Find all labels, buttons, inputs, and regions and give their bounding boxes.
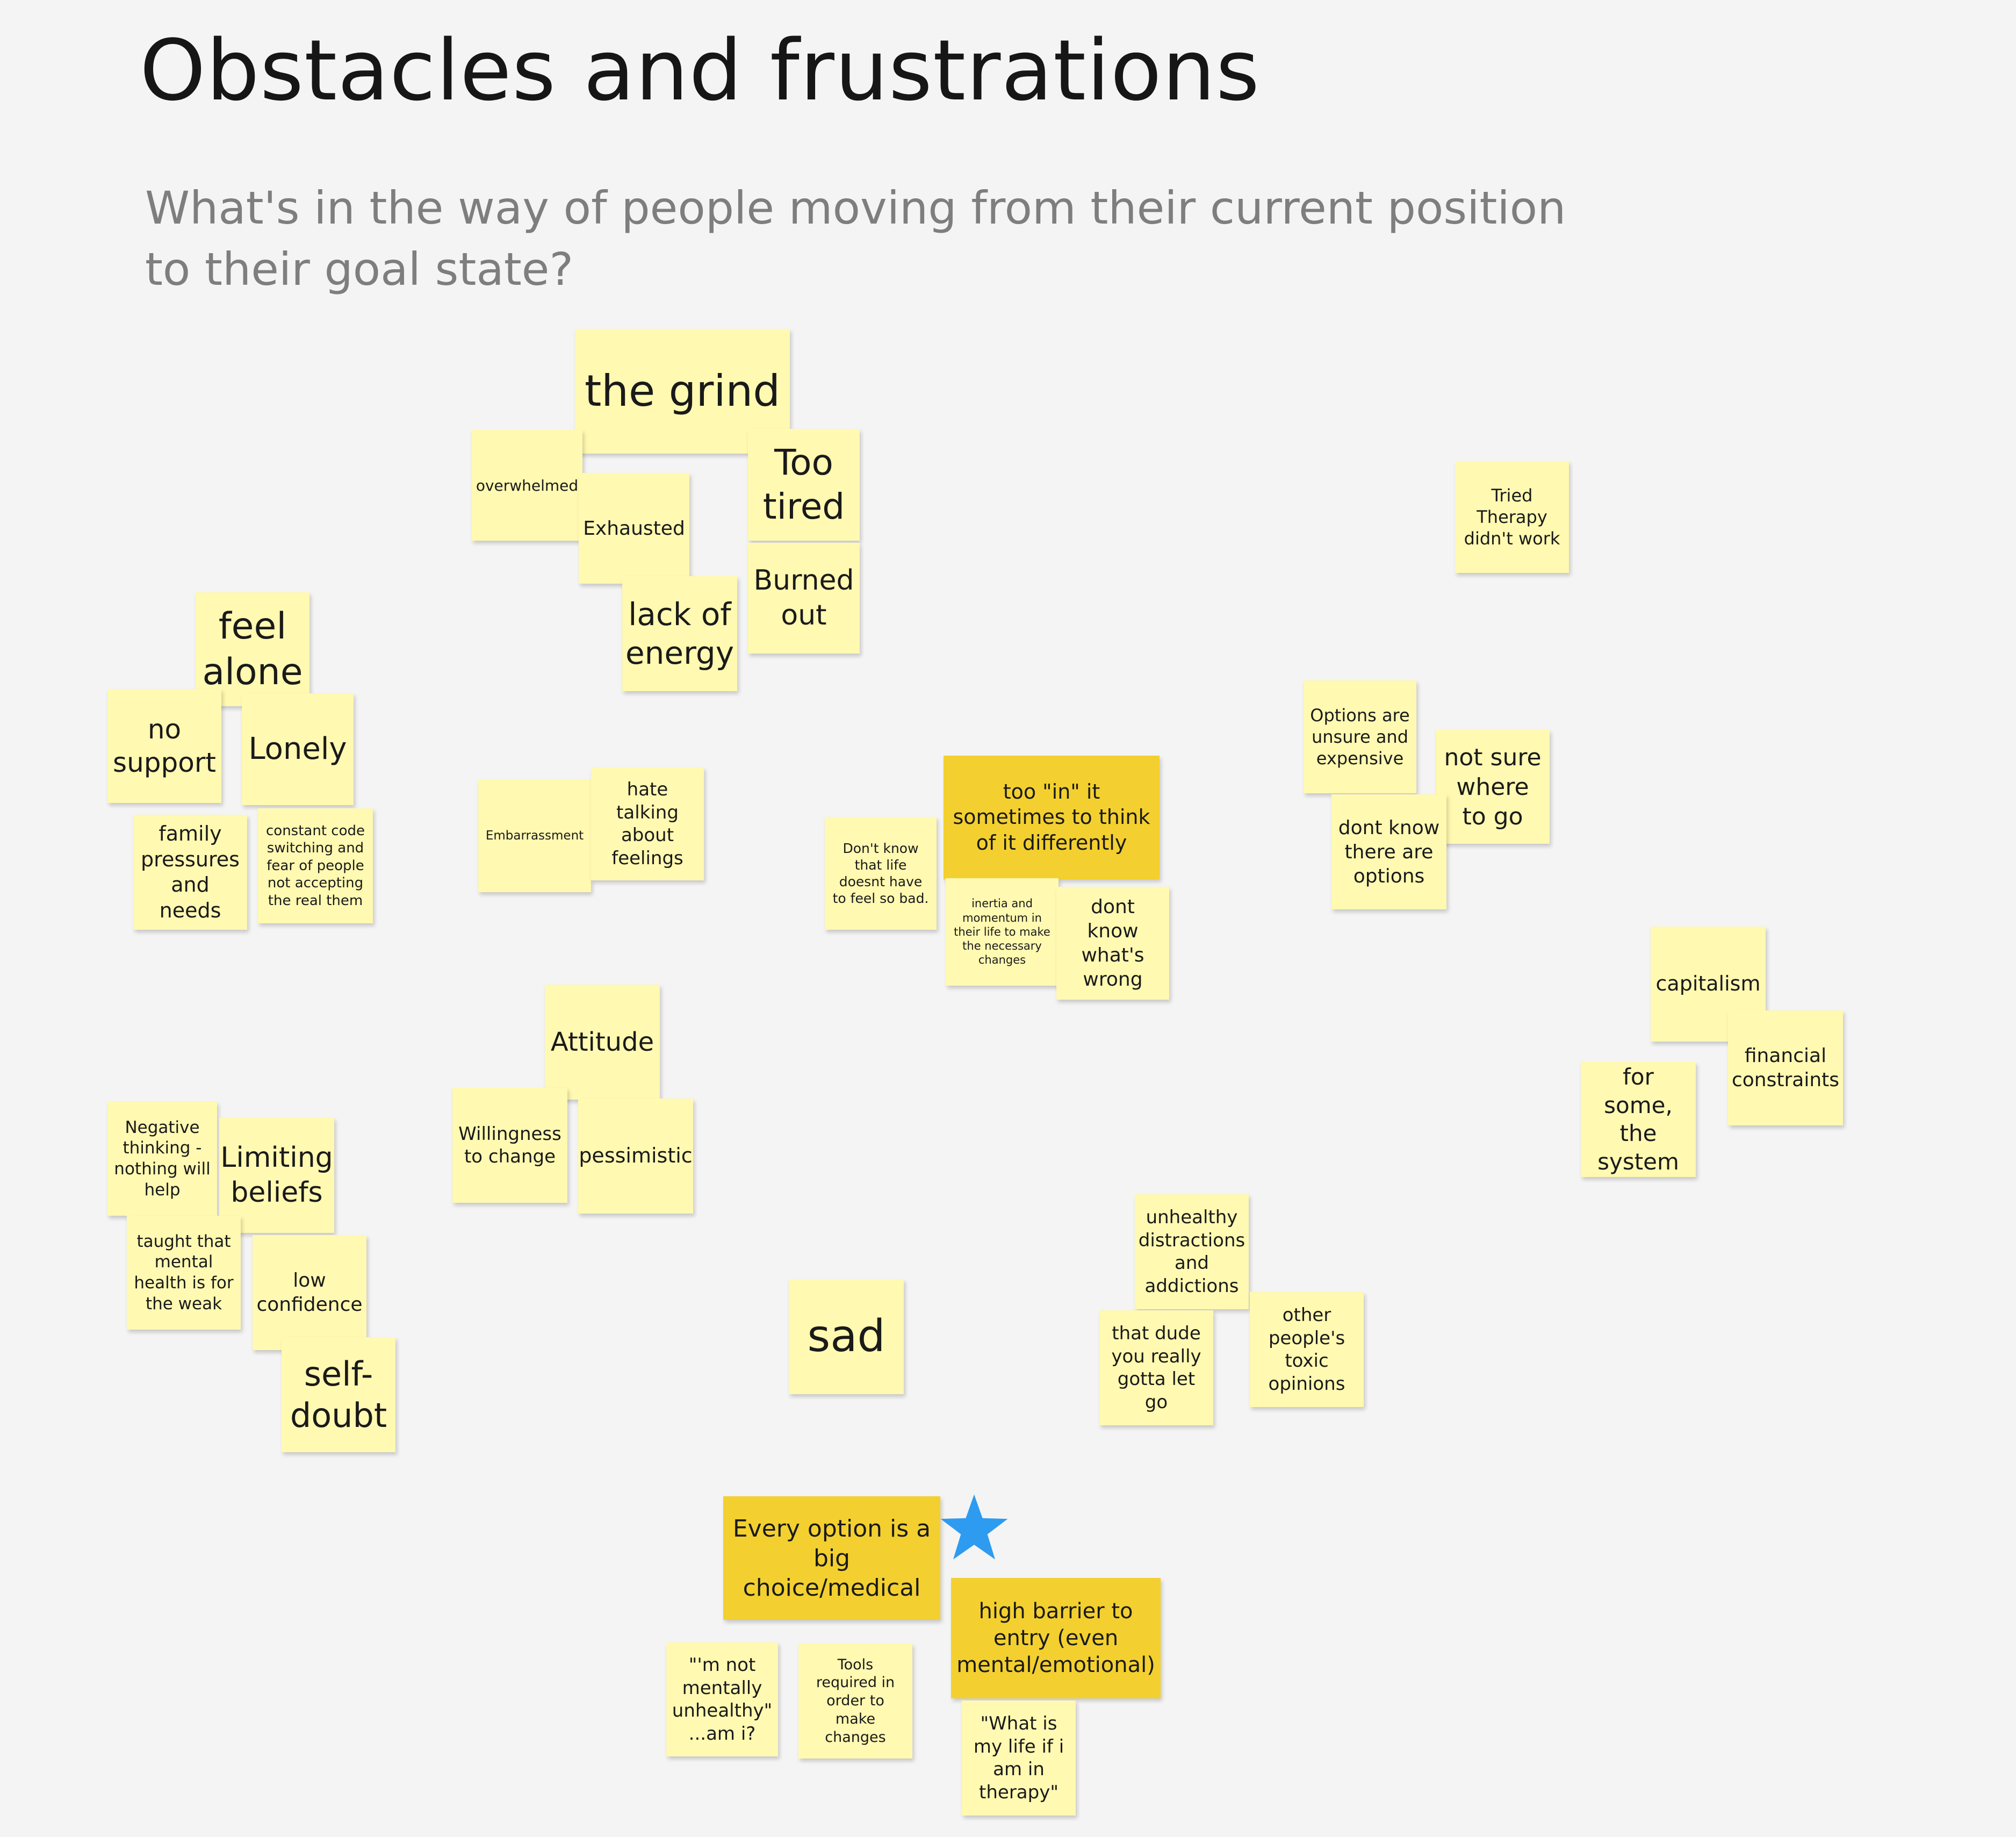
star-icon[interactable] <box>939 1494 1009 1562</box>
sticky-note-dont-know-life[interactable]: Don't know that life doesnt have to feel… <box>825 817 937 930</box>
sticky-note-lonely[interactable]: Lonely <box>242 693 354 805</box>
sticky-note-lack-of-energy[interactable]: lack of energy <box>622 576 737 691</box>
sticky-note-tried-therapy[interactable]: Tried Therapy didn't work <box>1455 461 1569 573</box>
sticky-note-no-support[interactable]: no support <box>107 689 221 803</box>
sticky-note-attitude[interactable]: Attitude <box>545 985 660 1100</box>
sticky-note-options-unsure[interactable]: Options are unsure and expensive <box>1304 680 1416 793</box>
sticky-note-family-pressures[interactable]: family pressures and needs <box>133 815 247 930</box>
sticky-note-low-confidence[interactable]: low confidence <box>253 1235 366 1350</box>
sticky-note-too-in-it[interactable]: too "in" it sometimes to think of it dif… <box>944 756 1160 879</box>
sticky-note-high-barrier[interactable]: high barrier to entry (even mental/emoti… <box>951 1578 1161 1698</box>
sticky-note-negative-thinking[interactable]: Negative thinking - nothing will help <box>107 1102 217 1216</box>
sticky-note-tools-required[interactable]: Tools required in order to make changes <box>798 1644 912 1759</box>
sticky-note-dont-know-wrong[interactable]: dont know what's wrong <box>1056 887 1169 1000</box>
sticky-note-taught-weak[interactable]: taught that mental health is for the wea… <box>127 1216 241 1330</box>
sticky-note-the-system[interactable]: for some, the system <box>1581 1062 1696 1177</box>
sticky-note-too-tired[interactable]: Too tired <box>748 429 860 541</box>
sticky-note-burned-out[interactable]: Burned out <box>748 543 860 654</box>
sticky-note-overwhelmed[interactable]: overwhelmed <box>472 430 582 541</box>
board-title: Obstacles and frustrations <box>140 21 1260 119</box>
sticky-note-what-is-my-life[interactable]: "What is my life if i am in therapy" <box>962 1700 1076 1816</box>
sticky-note-code-switching[interactable]: constant code switching and fear of peop… <box>258 808 373 923</box>
sticky-note-inertia[interactable]: inertia and momentum in their life to ma… <box>946 878 1059 986</box>
sticky-note-embarrassment[interactable]: Embarrassment <box>478 779 591 892</box>
sticky-note-financial[interactable]: financial constraints <box>1728 1010 1843 1125</box>
star-icon-shape <box>939 1494 1009 1562</box>
sticky-note-pessimistic[interactable]: pessimistic <box>578 1099 693 1214</box>
sticky-note-not-sure-where[interactable]: not sure where to go <box>1436 730 1550 844</box>
sticky-note-dont-know-options[interactable]: dont know there are options <box>1331 794 1446 909</box>
sticky-note-unhealthy[interactable]: unhealthy distractions and addictions <box>1135 1194 1249 1309</box>
sticky-note-willingness[interactable]: Willingness to change <box>452 1088 567 1203</box>
sticky-note-exhausted[interactable]: Exhausted <box>579 473 689 584</box>
sticky-note-sad[interactable]: sad <box>789 1279 904 1394</box>
board-subtitle: What's in the way of people moving from … <box>145 177 1596 300</box>
sticky-note-hate-talking[interactable]: hate talking about feelings <box>591 767 704 880</box>
sticky-note-that-dude[interactable]: that dude you really gotta let go <box>1099 1310 1213 1425</box>
sticky-note-not-mentally[interactable]: "'m not mentally unhealthy" ...am i? <box>666 1642 778 1756</box>
sticky-note-self-doubt[interactable]: self-doubt <box>282 1337 395 1452</box>
sticky-note-every-option[interactable]: Every option is a big choice/medical <box>723 1496 940 1620</box>
sticky-note-toxic-opinions[interactable]: other people's toxic opinions <box>1250 1292 1364 1407</box>
